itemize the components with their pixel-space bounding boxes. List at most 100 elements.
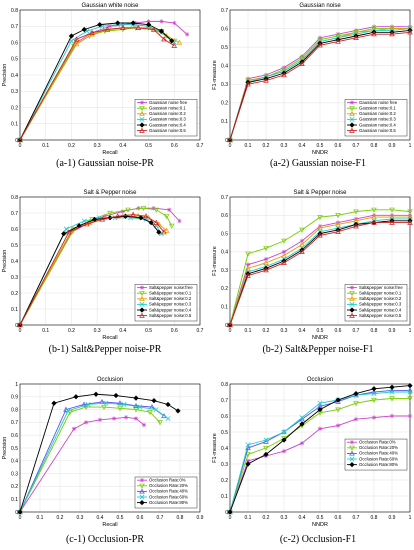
legend-label: Occlusion Rate:40% — [149, 489, 188, 494]
chart-title: Gaussian white noise — [81, 3, 139, 9]
plot-frame — [229, 383, 411, 513]
y-tick-label: 0.2 — [221, 478, 228, 484]
y-tick-label: 0.4 — [221, 446, 228, 452]
x-tick-label: 0.7 — [197, 143, 204, 149]
marker-diamond — [139, 307, 145, 313]
y-tick-label: 0.5 — [11, 57, 18, 63]
series-line — [19, 406, 161, 513]
chart-c1: 0 0.1 0.2 0.3 0.4 0.5 0.6 0.7 0.8 0.9 0 0.1 0.2 0.3 0.… — [2, 377, 204, 528]
marker-triangle — [245, 272, 251, 278]
caption-b2: (b-2) Salt&Pepper noise-F1 — [262, 344, 373, 355]
legend-label: Salt&pepper noise:0.4 — [359, 307, 402, 312]
marker-x — [349, 116, 355, 122]
marker-x — [81, 218, 87, 224]
marker-triangle — [349, 450, 355, 456]
legend-label: Occlusion Rate:20% — [149, 483, 188, 488]
marker-triangle — [84, 221, 90, 227]
marker-diamond — [151, 398, 157, 404]
marker-diamond — [263, 451, 269, 458]
marker-star — [139, 285, 145, 290]
marker-x — [103, 400, 109, 406]
y-tick-label: 0.6 — [11, 227, 18, 233]
marker-diamond — [245, 461, 251, 467]
series-line — [229, 222, 410, 326]
marker-triangle-down — [139, 106, 145, 112]
x-axis-label: Recall — [102, 150, 117, 156]
marker-star — [172, 20, 177, 26]
series-line — [19, 401, 165, 513]
y-tick-label: 0 — [15, 510, 18, 516]
marker-x — [139, 116, 145, 122]
x-tick-label: 0.3 — [281, 143, 288, 149]
series-line — [19, 214, 165, 326]
x-tick-label: 0.9 — [389, 328, 396, 334]
marker-star — [111, 416, 117, 421]
marker-triangle — [353, 34, 359, 40]
marker-triangle-down — [299, 227, 305, 233]
marker-diamond — [158, 28, 165, 34]
chart-a1: 0 0.1 0.2 0.3 0.4 0.5 0.6 0.7 0 0.1 0.2 0.3 0.4 0.5 0.… — [2, 3, 204, 156]
y-tick-label: 0 — [225, 323, 228, 329]
marker-diamond — [169, 38, 175, 44]
x-tick-label: 0.2 — [263, 515, 270, 521]
marker-x — [349, 456, 355, 462]
marker-triangle-down — [317, 215, 323, 221]
y-tick-label: 0.8 — [221, 382, 228, 388]
series-Salt&pepper noise:0.5 — [227, 219, 413, 328]
marker-triangle — [73, 41, 80, 47]
marker-triangle-down — [157, 420, 163, 426]
caption-a2: (a-2) Gaussian noise-F1 — [270, 158, 366, 169]
y-tick-label: 0.5 — [221, 231, 228, 237]
y-tick-label: 0 — [225, 138, 228, 144]
y-tick-label: 0.1 — [11, 497, 18, 503]
legend-label: Salt&pepper noise:free — [149, 285, 193, 290]
marker-triangle — [227, 322, 233, 328]
marker-triangle — [317, 225, 323, 231]
marker-star — [151, 206, 156, 211]
y-axis-label: Precision — [2, 250, 8, 273]
legend: Salt&pepper noise:free Salt&pepper noise:… — [134, 284, 198, 322]
legend: Occlusion Rate:0%Occlusion Rate:20%Occlu… — [344, 438, 408, 471]
y-tick-label: 0.2 — [11, 291, 18, 297]
x-tick-label: 0.3 — [94, 328, 101, 334]
x-tick-label: 0.3 — [77, 515, 84, 521]
x-tick-label: 0.4 — [97, 515, 104, 521]
y-tick-label: 0.4 — [221, 250, 228, 256]
series-Salt&pepper noise:0.1 — [227, 207, 413, 328]
plot-frame — [229, 196, 411, 326]
x-tick-label: 0.1 — [37, 515, 44, 521]
marker-star — [141, 422, 147, 428]
legend-label: Gaussian noise:0.5 — [149, 128, 186, 133]
x-tick-label: 0.3 — [281, 515, 288, 521]
marker-diamond — [156, 229, 162, 235]
marker-x — [139, 301, 145, 307]
series-Salt&pepper noise:0.5 — [17, 211, 167, 328]
marker-triangle — [161, 413, 167, 419]
x-tick-label: 0.6 — [335, 328, 342, 334]
marker-diamond — [349, 307, 355, 313]
legend-box — [134, 99, 198, 137]
marker-triangle — [245, 265, 251, 271]
plot-frame — [19, 196, 201, 326]
marker-x — [281, 429, 287, 435]
marker-x — [137, 404, 143, 410]
legend-label: Salt&pepper noise:0.4 — [149, 307, 192, 312]
marker-diamond — [130, 20, 136, 26]
x-axis-label: NNDR — [312, 335, 328, 341]
marker-triangle — [176, 39, 183, 45]
y-tick-label: 0.6 — [11, 433, 18, 439]
marker-diamond — [138, 215, 144, 221]
marker-diamond — [133, 395, 139, 401]
marker-triangle-down — [371, 207, 377, 213]
marker-triangle-down — [407, 209, 413, 215]
marker-triangle — [317, 42, 323, 48]
marker-triangle-down — [281, 238, 287, 244]
y-tick-label: 0.3 — [221, 268, 228, 274]
chart-title: Occlusion — [97, 377, 123, 383]
y-axis-label: F1-measure — [212, 433, 218, 463]
y-tick-label: 0.8 — [11, 407, 18, 413]
marker-triangle — [371, 219, 377, 225]
marker-star — [281, 449, 287, 454]
marker-triangle — [139, 127, 145, 133]
x-tick-label: 0.5 — [117, 515, 124, 521]
